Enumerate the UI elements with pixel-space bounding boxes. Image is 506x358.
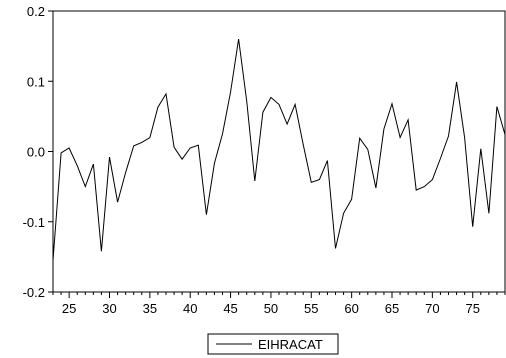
- legend-box: [207, 333, 339, 355]
- plot-area: [52, 10, 506, 293]
- x-tick-label: 40: [183, 301, 197, 316]
- x-tick-label: 60: [344, 301, 358, 316]
- y-axis: -0.2 -0.1 0.0 0.1 0.2: [23, 4, 53, 300]
- y-tick-label: -0.1: [23, 215, 45, 230]
- y-tick-label: -0.2: [23, 285, 45, 300]
- y-tick-label: 0.2: [27, 4, 45, 19]
- x-tick-label: 30: [102, 301, 116, 316]
- x-axis: 25 30 35 40 45 50 55 60 65 70 75: [52, 292, 506, 316]
- x-tick-label: 35: [143, 301, 157, 316]
- series-line-eihracat: [52, 39, 506, 261]
- x-tick-label: 65: [385, 301, 399, 316]
- x-tick-label: 50: [264, 301, 278, 316]
- x-tick-label: 70: [425, 301, 439, 316]
- y-tick-label: 0.1: [27, 74, 45, 89]
- series-layer: [52, 39, 506, 261]
- x-tick-label: 45: [223, 301, 237, 316]
- y-tick-label: 0.0: [27, 145, 45, 160]
- plot-frame: [52, 10, 506, 293]
- x-tick-label: 75: [465, 301, 479, 316]
- legend: EIHRACAT: [207, 333, 339, 355]
- x-tick-label: 25: [62, 301, 76, 316]
- x-tick-label: 55: [304, 301, 318, 316]
- legend-label-eihracat: EIHRACAT: [258, 337, 323, 352]
